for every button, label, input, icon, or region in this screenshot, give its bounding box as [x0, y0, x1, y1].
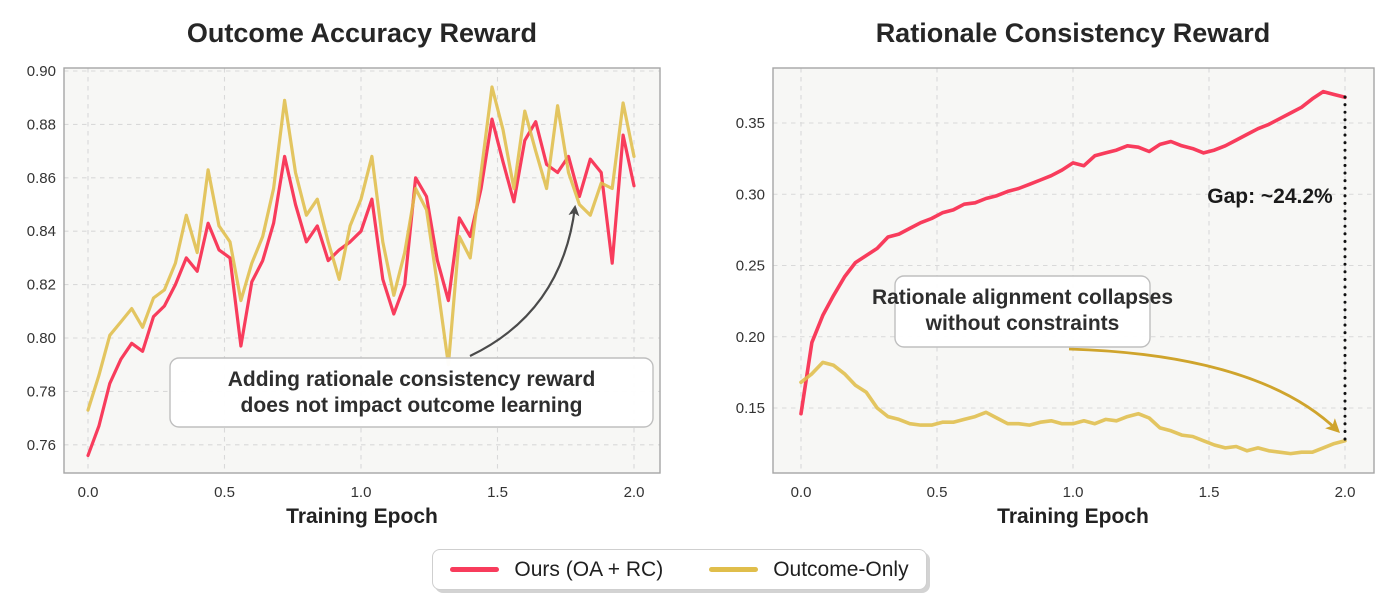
annotation-text: Adding rationale consistency reward [228, 368, 596, 391]
x-tick-label: 2.0 [624, 484, 645, 501]
legend-item-ours: Ours (OA + RC) [450, 558, 663, 582]
outcome-accuracy-chart: Adding rationale consistency reward does … [27, 18, 661, 528]
series-line-ours [799, 89, 1347, 416]
x-tick-label: 1.0 [1063, 484, 1084, 501]
annotation-text: without constraints [925, 312, 1120, 335]
legend-swatch-outcome-only-icon [709, 567, 759, 572]
annotation-arrow [1068, 347, 1341, 433]
y-tick-label: 0.78 [27, 383, 56, 400]
legend-label-outcome-only: Outcome-Only [773, 557, 909, 581]
annotation-box [894, 275, 1151, 348]
gap-label: Gap: ~24.2% [1207, 185, 1333, 208]
y-tick-label: 0.82 [27, 277, 56, 294]
x-axis-label-left: Training Epoch [286, 505, 438, 528]
annotation-arrow [469, 204, 580, 357]
chart-title-outcome-accuracy: Outcome Accuracy Reward [187, 18, 537, 48]
y-tick-label: 0.25 [736, 258, 765, 275]
x-tick-label: 1.5 [1199, 484, 1220, 501]
annotation-text: Rationale alignment collapses [872, 286, 1173, 309]
y-tick-label: 0.84 [27, 223, 56, 240]
x-tick-label: 0.0 [791, 484, 812, 501]
rationale-consistency-plot-area: Gap: ~24.2% Rationale alignment collapses… [736, 67, 1375, 501]
plot-border [63, 67, 661, 474]
x-tick-label: 2.0 [1335, 484, 1356, 501]
y-tick-label: 0.80 [27, 330, 56, 347]
annotation-box [169, 357, 654, 428]
y-tick-label: 0.15 [736, 400, 765, 417]
series-line-outcome-only [86, 85, 636, 412]
y-tick-label: 0.86 [27, 170, 56, 187]
plot-border [772, 67, 1375, 474]
annotation-text: does not impact outcome learning [241, 394, 583, 417]
series-line-outcome-only [799, 360, 1347, 456]
legend-label-ours: Ours (OA + RC) [514, 557, 664, 581]
legend: Ours (OA + RC) Outcome-Only [432, 549, 927, 590]
x-axis-label-right: Training Epoch [997, 505, 1149, 528]
x-tick-label: 0.5 [927, 484, 948, 501]
series-line-ours [86, 117, 636, 458]
legend-item-outcome-only: Outcome-Only [709, 557, 909, 582]
x-tick-label: 0.5 [214, 484, 235, 501]
y-tick-label: 0.30 [736, 186, 765, 203]
x-tick-label: 0.0 [78, 484, 99, 501]
chart-title-rationale-consistency: Rationale Consistency Reward [876, 18, 1271, 48]
rationale-consistency-chart: Gap: ~24.2% Rationale alignment collapses… [736, 18, 1375, 528]
y-tick-label: 0.20 [736, 329, 765, 346]
x-tick-label: 1.5 [487, 484, 508, 501]
x-tick-label: 1.0 [351, 484, 372, 501]
outcome-accuracy-plot-area: Adding rationale consistency reward does … [27, 63, 661, 501]
y-tick-label: 0.76 [27, 437, 56, 454]
y-tick-label: 0.88 [27, 116, 56, 133]
legend-swatch-ours-icon [450, 567, 500, 572]
y-tick-label: 0.90 [27, 63, 56, 80]
y-tick-label: 0.35 [736, 115, 765, 132]
